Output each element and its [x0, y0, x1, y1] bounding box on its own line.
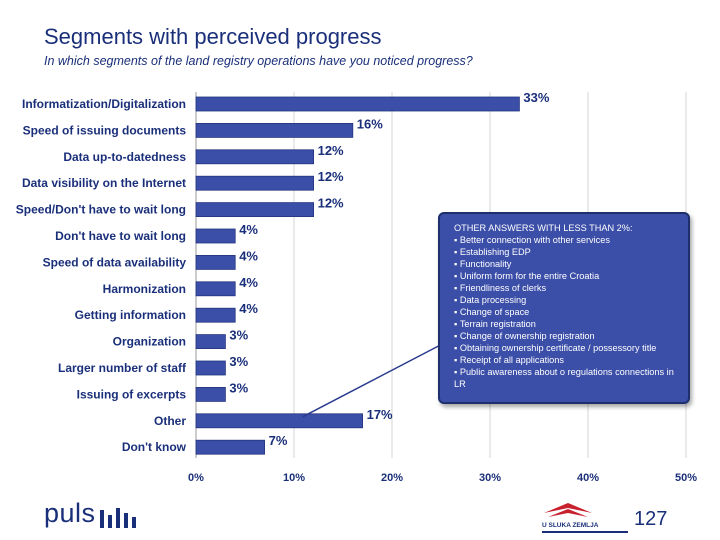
page-number: 127: [634, 508, 668, 530]
bar: [195, 175, 314, 191]
value-label: 7%: [269, 433, 288, 448]
category-label: Speed/Don't have to wait long: [16, 203, 186, 217]
callout-item: Functionality: [454, 258, 680, 270]
x-tick-label: 50%: [675, 472, 697, 484]
x-tick-label: 0%: [188, 472, 204, 484]
bar: [195, 281, 236, 297]
callout-item: Friendliness of clerks: [454, 282, 680, 294]
value-label: 4%: [239, 222, 258, 237]
callout-item: Obtaining ownership certificate / posses…: [454, 342, 680, 354]
callout-item: Better connection with other services: [454, 234, 680, 246]
value-label: 33%: [523, 90, 549, 105]
callout-item: Uniform form for the entire Croatia: [454, 270, 680, 282]
category-label: Getting information: [75, 308, 186, 322]
bar: [195, 307, 236, 323]
callout-pointer: [302, 339, 451, 418]
slide-title: Segments with perceived progress: [44, 24, 382, 49]
bar: [195, 439, 265, 455]
callout-item: Terrain registration: [454, 318, 680, 330]
category-label: Don't have to wait long: [55, 229, 186, 243]
callout-item: Change of ownership registration: [454, 330, 680, 342]
x-tick-label: 40%: [577, 472, 599, 484]
category-label: Harmonization: [103, 282, 186, 296]
bar: [195, 96, 520, 112]
x-tick-label: 20%: [381, 472, 403, 484]
slide-subtitle: In which segments of the land registry o…: [44, 54, 473, 68]
bar: [195, 254, 236, 270]
value-label: 12%: [318, 196, 344, 211]
callout-item: Public awareness about o regulations con…: [454, 366, 680, 390]
value-label: 3%: [229, 380, 248, 395]
callout-item: Establishing EDP: [454, 246, 680, 258]
category-label: Speed of data availability: [43, 255, 187, 269]
category-label: Informatization/Digitalization: [22, 97, 186, 111]
callout-item: Data processing: [454, 294, 680, 306]
bar-chart: 0% 10% 20% 30% 40% 50% Informatization/Digital…: [16, 90, 697, 484]
bar: [195, 413, 364, 429]
bar: [195, 334, 226, 350]
bar: [195, 202, 314, 218]
puls-logo-bars-icon: [100, 508, 136, 528]
category-label: Other: [154, 414, 186, 428]
category-label: Larger number of staff: [58, 361, 187, 375]
category-label: Speed of issuing documents: [23, 123, 187, 137]
category-label: Issuing of excerpts: [77, 387, 187, 401]
category-label: Data up-to-datedness: [63, 150, 186, 164]
puls-logo: puls: [44, 498, 96, 528]
value-label: 12%: [318, 143, 344, 158]
callout-item: Receipt of all applications: [454, 354, 680, 366]
value-label: 16%: [357, 116, 383, 131]
value-label: 12%: [318, 169, 344, 184]
value-label: 3%: [229, 328, 248, 343]
bar: [195, 228, 236, 244]
bar: [195, 386, 226, 402]
category-label: Organization: [113, 335, 186, 349]
value-label: 4%: [239, 275, 258, 290]
x-tick-label: 30%: [479, 472, 501, 484]
category-label: Don't know: [122, 440, 187, 454]
partner-logo-text: U SLUKA ZEMLJA: [542, 522, 599, 529]
bar: [195, 123, 354, 138]
value-label: 4%: [239, 248, 258, 263]
x-tick-label: 10%: [283, 472, 305, 484]
category-label: Data visibility on the Internet: [22, 176, 186, 190]
value-label: 4%: [239, 301, 258, 316]
value-label: 17%: [367, 407, 393, 422]
value-label: 3%: [229, 354, 248, 369]
bar: [195, 149, 314, 165]
bar: [195, 360, 226, 376]
callout-list: Better connection with other servicesEst…: [454, 234, 680, 390]
other-answers-callout: OTHER ANSWERS WITH LESS THAN 2%: Better …: [438, 212, 690, 404]
callout-title: OTHER ANSWERS WITH LESS THAN 2%:: [454, 223, 633, 233]
partner-logo: U SLUKA ZEMLJA: [542, 503, 628, 533]
callout-item: Change of space: [454, 306, 680, 318]
